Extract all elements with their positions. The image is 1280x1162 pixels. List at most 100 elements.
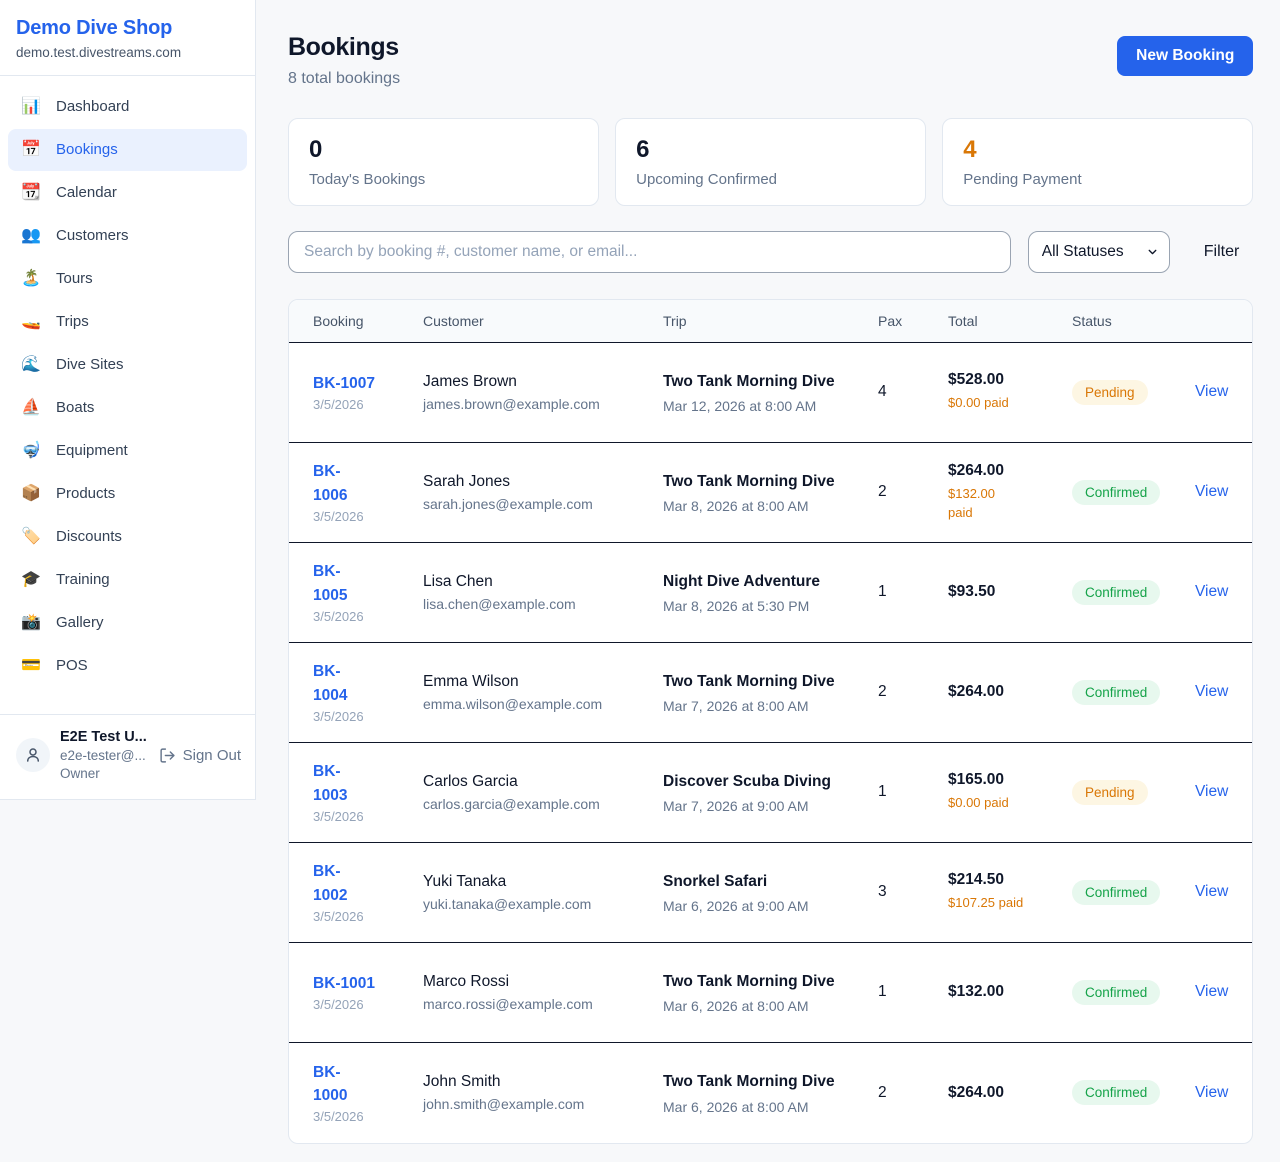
status-cell: Confirmed (1072, 479, 1195, 505)
view-link[interactable]: View (1195, 883, 1229, 900)
table-row: BK- 1005 3/5/2026 Lisa Chen lisa.chen@exampl… (289, 543, 1253, 643)
customer-name: Yuki Tanaka (423, 872, 507, 890)
sidebar-item-equipment[interactable]: 🤿 Equipment (8, 430, 247, 472)
filter-button[interactable]: Filter (1203, 242, 1240, 260)
wave-icon: 🌊 (21, 356, 41, 373)
booking-cell: BK- 1000 3/5/2026 (313, 1061, 423, 1125)
pax-cell: 1 (878, 983, 887, 1000)
search-input[interactable] (288, 230, 1011, 273)
trip-datetime: Mar 8, 2026 at 5:30 PM (663, 598, 810, 614)
booking-cell: BK- 1002 3/5/2026 (313, 860, 423, 924)
status-badge: Confirmed (1072, 679, 1161, 705)
brand-block: Demo Dive Shop demo.test.divestreams.com (0, 0, 255, 76)
view-link[interactable]: View (1195, 583, 1229, 600)
view-link[interactable]: View (1195, 483, 1229, 500)
sidebar-item-trips[interactable]: 🚤 Trips (8, 301, 247, 343)
booking-id-link[interactable]: BK- 1005 (313, 563, 348, 604)
sidebar-item-tours[interactable]: 🏝️ Tours (8, 258, 247, 300)
customer-email: sarah.jones@example.com (423, 495, 593, 512)
sidebar-item-label: Training (56, 571, 110, 588)
booking-id-link[interactable]: BK-1001 (313, 974, 376, 992)
status-badge: Confirmed (1072, 979, 1161, 1005)
sidebar-item-label: POS (56, 657, 88, 674)
user-role: Owner (60, 766, 100, 781)
customer-cell: James Brown james.brown@example.com (423, 373, 663, 412)
booking-id-link[interactable]: BK- 1000 (313, 1063, 348, 1104)
column-header-booking: Booking (313, 312, 364, 329)
sidebar-item-discounts[interactable]: 🏷️ Discounts (8, 516, 247, 558)
table-row: BK- 1003 3/5/2026 Carlos Garcia carlos.garci… (289, 743, 1253, 843)
tag-icon: 🏷️ (21, 528, 41, 545)
new-booking-button[interactable]: New Booking (1117, 36, 1254, 76)
sidebar-item-customers[interactable]: 👥 Customers (8, 215, 247, 257)
status-cell: Confirmed (1072, 1080, 1195, 1105)
sign-out-icon (160, 747, 175, 763)
sidebar-item-boats[interactable]: ⛵ Boats (8, 387, 247, 429)
total-amount: $214.50 (948, 871, 1005, 889)
booking-id-link[interactable]: BK- 1004 (313, 663, 348, 704)
trip-name: Two Tank Morning Dive (663, 372, 835, 390)
booking-cell: BK- 1003 3/5/2026 (313, 760, 423, 824)
status-cell: Confirmed (1072, 679, 1195, 705)
stat-value: 0 (309, 135, 323, 163)
booking-id-link[interactable]: BK- 1003 (313, 763, 348, 804)
sidebar-nav: 📊 Dashboard 📅 Bookings 📆 Calendar 👥 Customers 🏝️… (0, 76, 255, 714)
customer-email: lisa.chen@example.com (423, 595, 576, 612)
sidebar-item-gallery[interactable]: 📸 Gallery (8, 602, 247, 644)
customer-name: John Smith (423, 1073, 501, 1090)
pax-cell: 2 (878, 483, 887, 500)
trip-datetime: Mar 7, 2026 at 9:00 AM (663, 798, 809, 814)
view-link[interactable]: View (1195, 983, 1229, 1000)
view-link[interactable]: View (1195, 383, 1229, 400)
trip-datetime: Mar 12, 2026 at 8:00 AM (663, 398, 817, 414)
credit-card-icon: 💳 (21, 657, 41, 674)
customer-name: Marco Rossi (423, 972, 510, 990)
sidebar-item-products[interactable]: 📦 Products (8, 473, 247, 515)
brand-domain: demo.test.divestreams.com (16, 45, 182, 60)
sidebar-item-label: Dashboard (56, 98, 130, 115)
user-icon (27, 748, 39, 762)
sign-out-button[interactable]: Sign Out (159, 747, 241, 764)
sidebar-item-training[interactable]: 🎓 Training (8, 559, 247, 601)
booking-id-link[interactable]: BK- 1006 (313, 463, 348, 504)
stat-card: 4 Pending Payment (942, 117, 1254, 206)
sidebar-item-bookings[interactable]: 📅 Bookings (8, 129, 247, 171)
view-link[interactable]: View (1195, 683, 1229, 700)
sidebar-item-dive-sites[interactable]: 🌊 Dive Sites (8, 344, 247, 386)
sidebar-item-dashboard[interactable]: 📊 Dashboard (8, 86, 247, 128)
paid-amount: $107.25 paid (948, 895, 1024, 911)
camera-icon: 📸 (21, 614, 41, 631)
brand-name[interactable]: Demo Dive Shop (16, 17, 173, 39)
sidebar-item-label: Gallery (56, 614, 104, 631)
page-title: Bookings (288, 33, 399, 61)
tear-off-calendar-icon: 📆 (21, 184, 41, 201)
bar-chart-icon: 📊 (21, 98, 41, 115)
total-cell: $264.00 $132.00 paid (948, 462, 1072, 523)
total-cell: $132.00 (948, 983, 1072, 1001)
view-link[interactable]: View (1195, 783, 1229, 800)
sidebar-item-calendar[interactable]: 📆 Calendar (8, 172, 247, 214)
status-select[interactable]: All Statuses (1027, 230, 1170, 273)
booking-id-link[interactable]: BK- 1002 (313, 863, 348, 904)
booking-id-link[interactable]: BK-1007 (313, 374, 376, 392)
calendar-icon: 📅 (21, 141, 41, 158)
trip-datetime: Mar 6, 2026 at 9:00 AM (663, 898, 809, 914)
status-cell: Confirmed (1072, 879, 1195, 905)
total-amount: $264.00 (948, 1083, 1005, 1101)
view-link[interactable]: View (1195, 1083, 1229, 1101)
sidebar-item-pos[interactable]: 💳 POS (8, 645, 247, 687)
trip-name: Two Tank Morning Dive (663, 672, 835, 690)
column-header-total: Total (948, 312, 978, 329)
trip-name: Snorkel Safari (663, 872, 768, 890)
user-meta: E2E Test U... e2e-tester@... Owner (60, 729, 149, 781)
total-cell: $264.00 (948, 1084, 1072, 1102)
sidebar-item-label: Products (56, 485, 116, 502)
booking-cell: BK-1001 3/5/2026 (313, 972, 423, 1012)
customer-cell: Sarah Jones sarah.jones@example.com (423, 473, 663, 512)
stat-label: Today's Bookings (309, 171, 426, 189)
island-icon: 🏝️ (21, 270, 41, 287)
trip-name: Two Tank Morning Dive (663, 1073, 835, 1091)
status-cell: Pending (1072, 779, 1195, 805)
trip-datetime: Mar 8, 2026 at 8:00 AM (663, 498, 809, 514)
